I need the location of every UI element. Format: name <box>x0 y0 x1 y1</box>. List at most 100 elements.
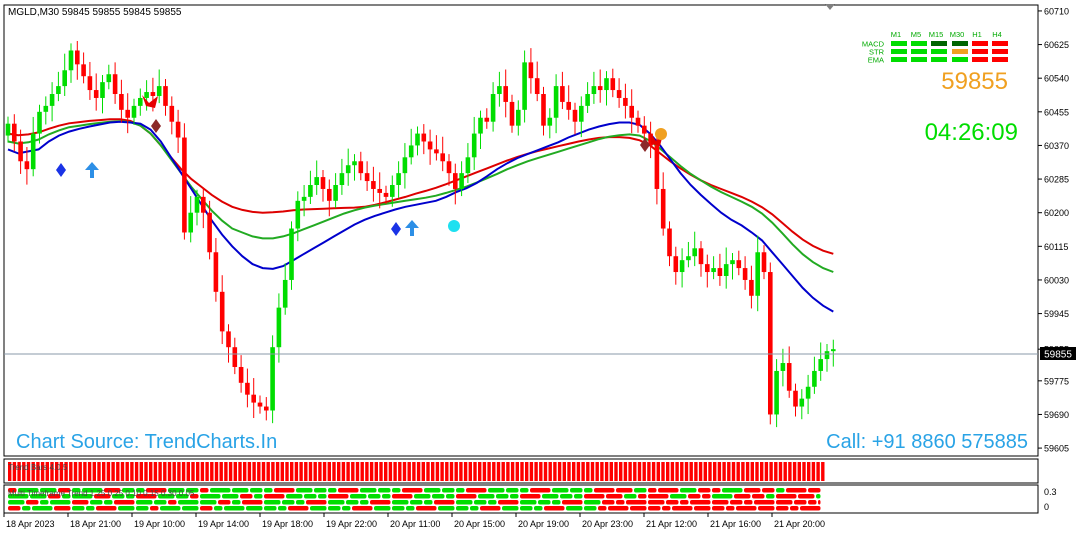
mtf-trend-segment <box>200 494 221 499</box>
candle-bull <box>276 307 282 348</box>
mtf-trend-segment <box>48 494 61 499</box>
trend-bar <box>337 462 341 481</box>
mtf-trend-segment <box>688 494 701 499</box>
mtf-trend-segment <box>416 506 437 511</box>
trend-bar <box>661 462 665 481</box>
mtf-trend-segment <box>86 506 95 511</box>
trend-bar <box>562 462 566 481</box>
trend-bar <box>92 462 96 481</box>
trend-bar <box>64 462 68 481</box>
mtf-trend-segment <box>160 506 181 511</box>
mtf-trend-segment <box>648 506 661 511</box>
ema-lines <box>7 118 834 313</box>
mtf-trend-segment <box>200 488 209 493</box>
trend-bar <box>553 462 557 481</box>
mtf-trend-segment <box>318 494 327 499</box>
dashboard-cell <box>931 57 947 62</box>
trend-bar <box>750 462 754 481</box>
trend-bar <box>186 462 190 481</box>
mtf-trend-segment <box>446 494 455 499</box>
candle-bear <box>125 109 130 118</box>
chart-shift-marker[interactable] <box>825 4 835 10</box>
mtf-trend-segment <box>498 500 519 505</box>
candle-bear <box>440 153 445 162</box>
dashboard-cell <box>992 49 1008 54</box>
trend-bar <box>17 462 21 481</box>
candle-bull <box>408 145 414 158</box>
y-tick-label: 60030 <box>1044 275 1069 285</box>
mtf-trend-segment <box>542 494 559 499</box>
dashboard-timeframe-label: M30 <box>950 30 965 39</box>
candle-bull <box>62 70 67 87</box>
mtf-trend-segment <box>520 500 537 505</box>
mtf-trend-segment <box>328 488 337 493</box>
trend-bar <box>764 462 769 481</box>
candle-bull <box>188 212 193 233</box>
mtf-trend-segment <box>790 506 799 511</box>
mtf-trend-segment <box>776 488 785 493</box>
mtf-trend-segment <box>776 500 793 505</box>
candle-bear <box>12 123 17 142</box>
mtf-trend-segment <box>456 500 473 505</box>
trend-bar <box>445 462 449 481</box>
candle-bear <box>150 92 156 96</box>
mtf-trend-segment <box>118 506 135 511</box>
x-tick-label: 19 Apr 18:00 <box>262 519 313 529</box>
mtf-trend-segment <box>210 488 231 493</box>
candle-bull <box>730 260 735 265</box>
candle-bear <box>232 347 238 367</box>
trend-bar <box>478 462 482 481</box>
mtf-trend-segment <box>744 488 761 493</box>
trend-bar <box>299 462 303 481</box>
mtf-trend-segment <box>274 488 295 493</box>
trend-bar <box>792 462 797 481</box>
mtf-trend-segment <box>634 488 647 493</box>
candle-bear <box>81 64 86 77</box>
trend-bar <box>355 462 360 481</box>
mtf-trend-segment <box>304 494 317 499</box>
mtf-trend-segment <box>570 488 583 493</box>
trend-bar <box>379 462 383 481</box>
mtf-trend-segment <box>752 494 765 499</box>
mtf-trend-segment <box>672 506 693 511</box>
current-price-tag-label: 59855 <box>1044 350 1072 361</box>
mtf-trend-segment <box>392 506 405 511</box>
mtf-trend-segment <box>816 494 821 499</box>
mtf-trend-segment <box>168 488 185 493</box>
candle-bear <box>654 145 660 189</box>
trend-bar <box>741 462 745 481</box>
mtf-trend-segment <box>168 500 177 505</box>
mtf-trend-segment <box>502 506 519 511</box>
trend-bar <box>304 462 308 481</box>
trend-bar <box>637 462 642 481</box>
trend-bar <box>257 462 261 481</box>
trend-bar <box>280 462 284 481</box>
mtf-trend-segment <box>58 488 71 493</box>
trend-bar <box>525 462 529 481</box>
mtf-trend-segment <box>278 506 287 511</box>
candle-bear <box>383 192 389 197</box>
mtf-trend-segment <box>224 506 245 511</box>
mtf-trend-label: Multi Timeframe Trend 1.25 0.25 0.10 0.1… <box>8 489 195 498</box>
trend-bars-panel-frame <box>3 458 1039 484</box>
mtf-trend-segment <box>530 488 551 493</box>
mtf-trend-segment <box>72 500 89 505</box>
mtf-trend-segment <box>648 494 669 499</box>
candle-bull <box>459 173 464 189</box>
trend-bar <box>543 462 548 481</box>
diamond-signal-icon <box>151 119 161 133</box>
dashboard-timeframe-label: H1 <box>972 30 982 39</box>
mtf-trend-segment <box>598 506 607 511</box>
trend-bar <box>633 462 637 481</box>
dashboard-cell <box>931 41 947 46</box>
candle-bear <box>673 256 679 273</box>
trend-bar <box>421 462 425 481</box>
candle-bull <box>679 260 685 273</box>
trend-bar <box>219 462 223 481</box>
mtf-trend-segment <box>712 488 721 493</box>
trend-bar <box>398 462 402 481</box>
mtf-trend-segment <box>232 500 241 505</box>
mtf-trend-segment <box>406 506 415 511</box>
